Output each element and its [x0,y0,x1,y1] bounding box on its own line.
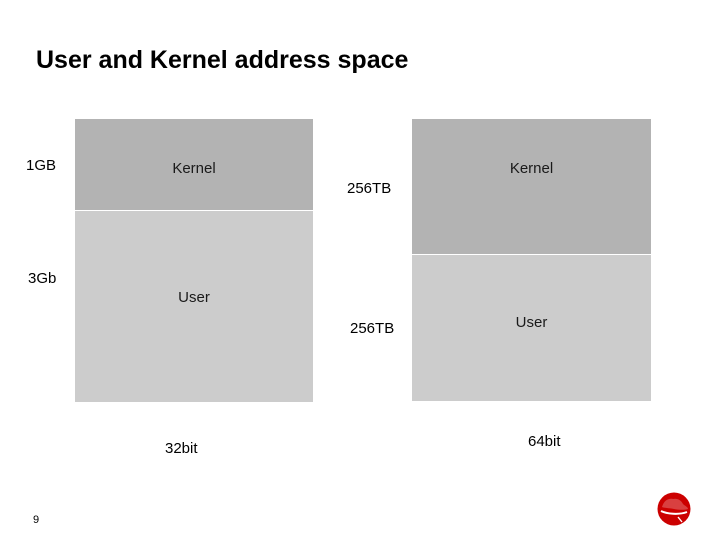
kernel-size-label-64bit: 256TB [347,180,392,197]
kernel-space-block-32bit: Kernel [75,119,313,210]
kernel-label-32bit: Kernel [172,160,216,177]
user-label-32bit: User [178,289,210,306]
user-size-label-32bit: 3Gb [28,270,57,287]
arch-label-64bit: 64bit [528,433,561,450]
arch-label-32bit: 32bit [165,440,198,457]
user-space-block-64bit: User [412,255,651,401]
user-label-64bit: User [515,314,548,331]
kernel-space-block-64bit: Kernel [412,119,651,254]
kernel-size-label-32bit: 1GB [26,157,57,174]
user-space-block-32bit: User [75,211,313,402]
kernel-label-64bit: Kernel [509,160,554,177]
red-hat-logo-icon [657,492,691,526]
slide-title: User and Kernel address space [36,46,409,74]
user-size-label-64bit: 256TB [350,320,395,337]
page-number: 9 [33,514,40,526]
